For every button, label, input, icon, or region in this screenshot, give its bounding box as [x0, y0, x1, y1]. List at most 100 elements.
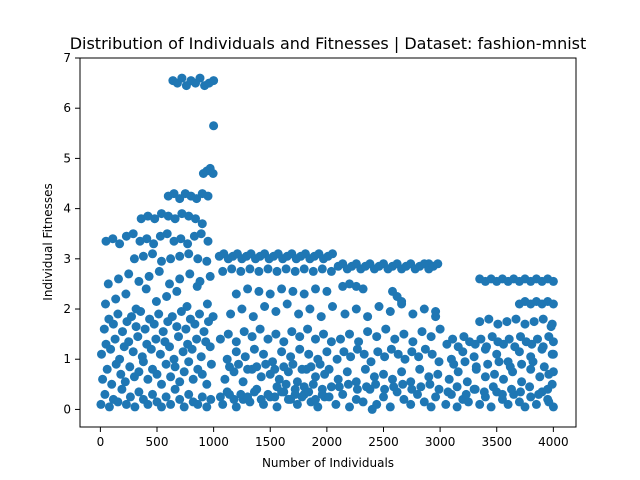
- data-point: [449, 359, 459, 369]
- data-point: [351, 394, 361, 404]
- data-point: [317, 389, 327, 399]
- data-point: [191, 214, 200, 224]
- data-point: [177, 209, 187, 219]
- data-point: [166, 254, 176, 264]
- data-point: [342, 367, 352, 377]
- data-point: [143, 211, 153, 221]
- data-point: [149, 239, 159, 249]
- data-point: [373, 347, 383, 357]
- data-point: [185, 269, 195, 279]
- data-point: [544, 397, 554, 407]
- data-point: [424, 372, 434, 382]
- data-point: [427, 349, 437, 359]
- data-point: [433, 369, 443, 379]
- data-point: [389, 382, 399, 392]
- data-point: [197, 369, 207, 379]
- data-point: [272, 266, 282, 276]
- data-point: [231, 402, 241, 412]
- data-point: [475, 317, 485, 327]
- data-point: [183, 239, 193, 249]
- data-point: [111, 294, 121, 304]
- data-point: [407, 384, 417, 394]
- data-point: [218, 266, 228, 276]
- data-point: [520, 319, 530, 329]
- data-point: [226, 309, 236, 319]
- data-point: [339, 347, 349, 357]
- data-point: [297, 364, 307, 374]
- data-point: [343, 379, 353, 389]
- data-point: [461, 389, 471, 399]
- data-point: [385, 402, 395, 412]
- data-point: [193, 399, 203, 409]
- data-point: [379, 392, 388, 402]
- data-point: [108, 234, 118, 244]
- data-point: [398, 379, 408, 389]
- data-point: [288, 359, 298, 369]
- data-point: [281, 379, 291, 389]
- data-point: [141, 284, 151, 294]
- data-point: [324, 392, 334, 402]
- data-point: [380, 384, 390, 394]
- data-point: [172, 322, 182, 332]
- data-point: [332, 354, 342, 364]
- data-point: [215, 392, 225, 402]
- data-point: [150, 214, 160, 224]
- data-point: [131, 304, 141, 314]
- data-point: [178, 347, 188, 357]
- data-point: [166, 399, 176, 409]
- data-point: [101, 299, 110, 309]
- data-point: [120, 377, 130, 387]
- data-point: [548, 299, 558, 309]
- data-point: [196, 352, 206, 362]
- data-point: [502, 317, 512, 327]
- data-point: [294, 309, 304, 319]
- data-point: [367, 404, 377, 414]
- data-point: [125, 362, 135, 372]
- data-point: [292, 399, 302, 409]
- data-point: [547, 379, 557, 389]
- data-point: [196, 229, 206, 239]
- data-point: [169, 236, 179, 246]
- data-point: [179, 367, 189, 377]
- data-point: [127, 312, 136, 322]
- data-point: [290, 389, 300, 399]
- data-point: [452, 382, 462, 392]
- data-point: [346, 352, 356, 362]
- data-point: [205, 342, 215, 352]
- data-point: [252, 362, 262, 372]
- data-point: [328, 302, 337, 311]
- data-point: [271, 307, 281, 316]
- data-point: [245, 264, 255, 274]
- data-point: [229, 394, 239, 404]
- data-point: [351, 304, 361, 314]
- data-point: [305, 304, 315, 314]
- data-point: [134, 367, 144, 377]
- data-point: [165, 279, 174, 289]
- data-point: [279, 337, 289, 347]
- y-tick-label: 3: [63, 252, 71, 266]
- data-point: [351, 377, 361, 387]
- data-point: [408, 309, 418, 319]
- y-tick-label: 4: [63, 202, 71, 216]
- data-point: [453, 342, 463, 352]
- data-point: [407, 347, 417, 357]
- data-point: [381, 324, 391, 334]
- data-point: [366, 357, 376, 367]
- data-point: [121, 289, 131, 299]
- data-point: [176, 234, 186, 244]
- data-point: [483, 359, 493, 369]
- data-point: [374, 302, 384, 311]
- data-point: [167, 312, 177, 322]
- data-point: [236, 266, 246, 276]
- data-point: [137, 352, 147, 362]
- data-point: [192, 334, 202, 344]
- data-point: [263, 389, 273, 399]
- data-point: [134, 276, 144, 286]
- data-point: [231, 289, 241, 299]
- data-point: [499, 374, 508, 384]
- data-point: [195, 309, 204, 319]
- data-point: [99, 324, 109, 334]
- data-point: [463, 397, 473, 407]
- data-point: [124, 269, 134, 279]
- data-point: [322, 286, 332, 296]
